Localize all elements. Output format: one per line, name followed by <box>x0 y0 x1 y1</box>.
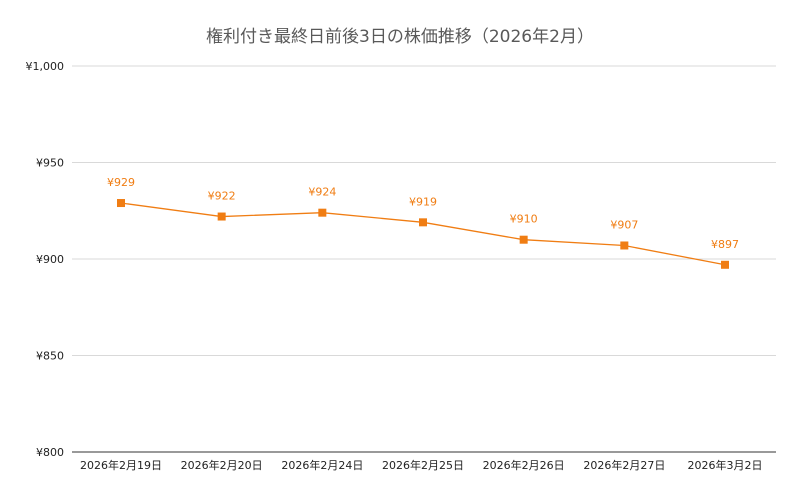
data-label-layer: ¥929 ¥922 ¥924 ¥919 ¥910 ¥907 ¥897 <box>107 176 739 251</box>
data-label: ¥910 <box>510 213 538 226</box>
data-label: ¥919 <box>409 195 437 208</box>
y-tick-label: ¥800 <box>36 446 64 459</box>
x-tick-label: 2026年2月25日 <box>382 458 464 472</box>
data-point <box>519 235 528 244</box>
y-axis: ¥800 ¥850 ¥900 ¥950 ¥1,000 <box>26 60 65 459</box>
chart-title: 権利付き最終日前後3日の株価推移（2026年2月） <box>206 27 594 47</box>
x-tick-label: 2026年2月20日 <box>181 458 263 472</box>
grid-layer <box>72 65 776 453</box>
data-point <box>217 212 226 221</box>
series-layer <box>117 199 729 269</box>
data-point <box>419 218 427 227</box>
data-point <box>721 260 729 269</box>
x-tick-label: 2026年2月26日 <box>483 458 565 472</box>
y-tick-label: ¥950 <box>36 157 64 170</box>
x-tick-label: 2026年2月27日 <box>583 458 665 472</box>
x-tick-label: 2026年2月19日 <box>80 458 162 472</box>
x-tick-label: 2026年2月24日 <box>281 458 363 472</box>
data-point <box>318 208 327 217</box>
y-tick-label: ¥1,000 <box>26 60 65 73</box>
data-label: ¥924 <box>308 186 336 199</box>
y-tick-label: ¥850 <box>36 350 64 363</box>
series-line <box>120 202 726 266</box>
y-tick-label: ¥900 <box>36 253 64 266</box>
data-point <box>117 199 125 208</box>
data-label: ¥929 <box>107 176 135 189</box>
data-label: ¥922 <box>208 190 236 203</box>
data-label: ¥907 <box>610 218 638 231</box>
x-tick-label: 2026年3月2日 <box>688 458 763 472</box>
data-label: ¥897 <box>711 238 739 251</box>
x-axis: 2026年2月19日 2026年2月20日 2026年2月24日 2026年2月25日… <box>80 458 763 472</box>
data-point <box>620 241 629 250</box>
